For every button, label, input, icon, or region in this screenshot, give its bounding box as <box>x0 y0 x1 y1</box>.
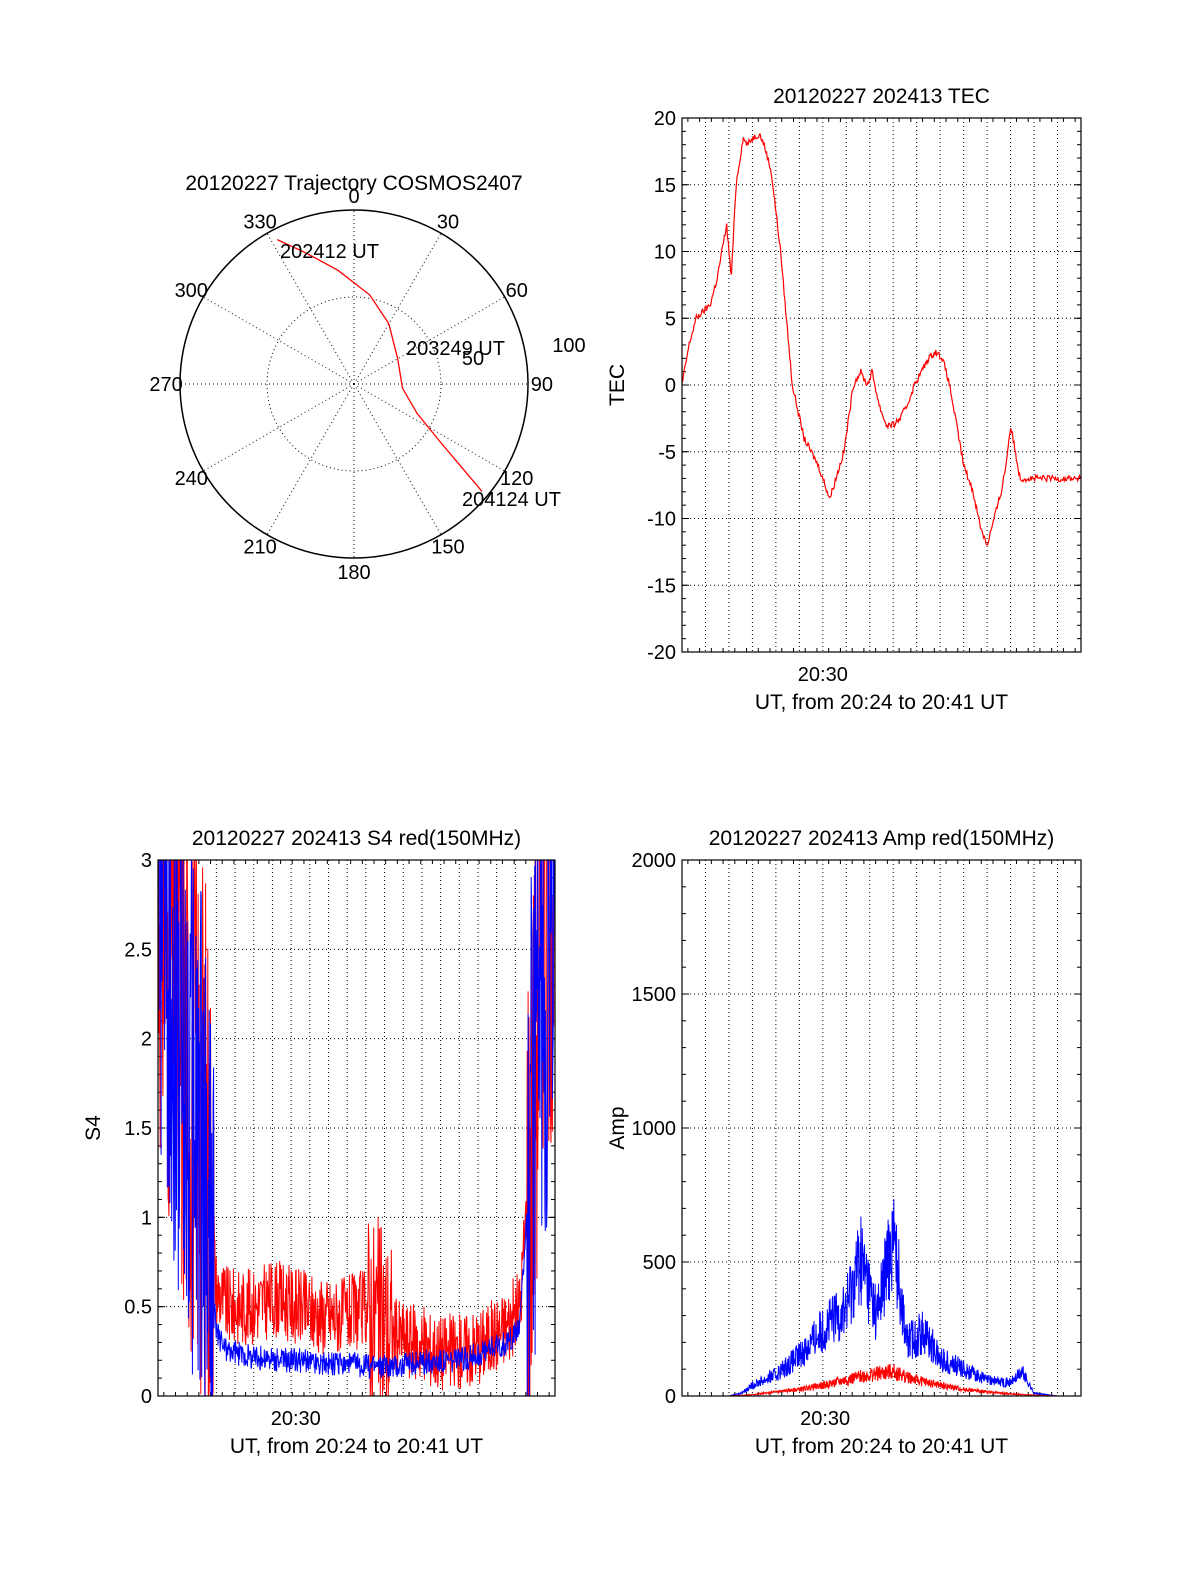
plot-frame <box>157 859 556 1397</box>
y-tick-label: 1.5 <box>124 1118 152 1140</box>
polar-title: 20120227 Trajectory COSMOS2407 <box>185 172 522 195</box>
polar-spoke <box>203 296 355 385</box>
azimuth-label: 0 <box>348 186 359 208</box>
y-axis-label: TEC <box>606 364 629 406</box>
amp-chart: 20120227 202413 Amp red(150MHz) 2000 1500 1… <box>606 827 1082 1458</box>
y-tick-label: 2.5 <box>124 939 152 961</box>
azimuth-label: 300 <box>175 280 208 302</box>
radial-label: 100 <box>552 335 585 357</box>
y-tick-label: 0 <box>665 375 676 397</box>
polar-outer-ring <box>179 209 529 559</box>
polar-spoke <box>353 296 505 385</box>
azimuth-label: 180 <box>337 562 370 584</box>
trajectory-time-label: 203249 UT <box>406 338 505 360</box>
azimuth-label: 240 <box>175 468 208 490</box>
trajectory-line <box>276 239 483 492</box>
series-line <box>682 133 1081 546</box>
azimuth-label: 30 <box>437 211 459 233</box>
polar-spoke <box>266 383 355 535</box>
polar-spoke <box>353 233 442 385</box>
x-tick-label: 20:30 <box>271 1408 321 1430</box>
y-tick-label: 2 <box>141 1029 152 1051</box>
polar-spoke <box>353 383 505 472</box>
azimuth-label: 330 <box>243 211 276 233</box>
y-tick-label: -10 <box>647 509 676 531</box>
y-tick-label: 2000 <box>632 850 677 872</box>
chart-title: 20120227 202413 Amp red(150MHz) <box>709 827 1055 850</box>
y-tick-label: 3 <box>141 850 152 872</box>
x-axis-label: UT, from 20:24 to 20:41 UT <box>755 691 1008 714</box>
y-tick-label: 500 <box>643 1252 676 1274</box>
x-tick-label: 20:30 <box>800 1408 850 1430</box>
azimuth-label: 210 <box>243 537 276 559</box>
y-tick-label: 5 <box>665 308 676 330</box>
azimuth-label: 60 <box>506 280 528 302</box>
azimuth-label: 150 <box>431 537 464 559</box>
series-line <box>682 1363 1081 1396</box>
chart-title: 20120227 202413 S4 red(150MHz) <box>192 827 521 850</box>
y-axis-label: S4 <box>82 1115 105 1141</box>
x-tick-label: 20:30 <box>798 664 848 686</box>
y-tick-label: 10 <box>654 242 676 264</box>
y-tick-label: 1000 <box>632 1118 677 1140</box>
y-axis-label: Amp <box>606 1106 629 1149</box>
x-axis-label: UT, from 20:24 to 20:41 UT <box>755 1435 1008 1458</box>
series-line <box>158 860 555 1396</box>
y-tick-label: 15 <box>654 175 676 197</box>
polar-spoke <box>203 383 355 472</box>
trajectory-time-label: 202412 UT <box>280 241 379 263</box>
azimuth-label: 120 <box>500 468 533 490</box>
azimuth-label: 90 <box>531 374 553 396</box>
azimuth-label: 270 <box>149 374 182 396</box>
series-line <box>682 1198 1081 1396</box>
plot-frame <box>681 859 1082 1397</box>
plot-frame <box>681 117 1082 653</box>
y-tick-label: -5 <box>658 442 676 464</box>
polar-spoke <box>353 383 442 535</box>
trajectory-time-label: 204124 UT <box>462 489 561 511</box>
y-tick-label: 0 <box>141 1386 152 1408</box>
polar-ring-50 <box>266 296 442 472</box>
x-axis-label: UT, from 20:24 to 20:41 UT <box>230 1435 483 1458</box>
s4-chart: 20120227 202413 S4 red(150MHz) 3 2.5 2 1.5 1 0… <box>82 827 556 1458</box>
y-tick-label: -20 <box>647 642 676 664</box>
y-tick-label: -15 <box>647 575 676 597</box>
tec-chart: 20120227 202413 TEC 20 15 10 5 0 -5 -10 -15 -20 20… <box>606 85 1082 714</box>
chart-title: 20120227 202413 TEC <box>773 85 990 108</box>
series-line <box>158 860 555 1396</box>
y-tick-label: 1500 <box>632 984 677 1006</box>
y-tick-label: 0.5 <box>124 1297 152 1319</box>
y-tick-label: 20 <box>654 108 676 130</box>
polar-spoke <box>266 233 355 385</box>
y-tick-label: 0 <box>665 1386 676 1408</box>
radial-label: 50 <box>462 348 484 370</box>
y-tick-label: 1 <box>141 1207 152 1229</box>
